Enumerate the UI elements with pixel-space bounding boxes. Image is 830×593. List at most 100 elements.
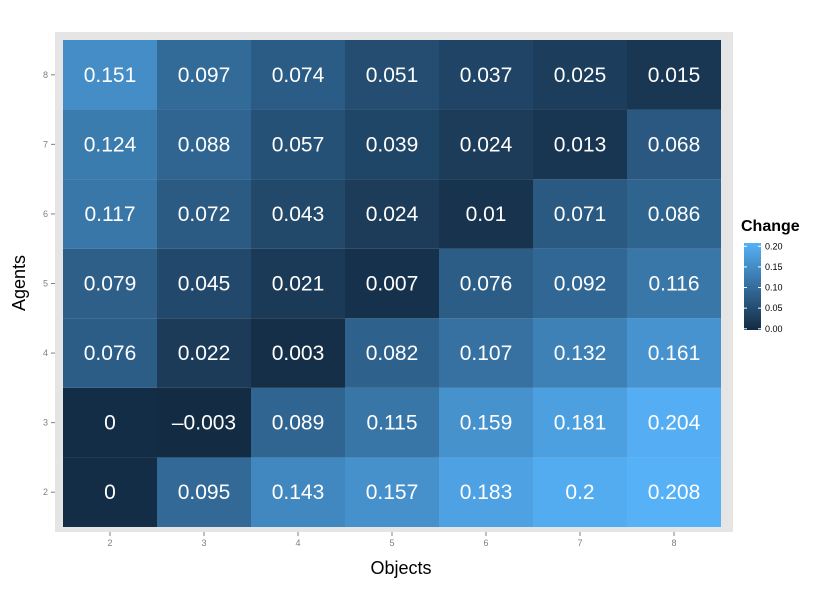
cell-value-label: 0.117 bbox=[85, 203, 136, 226]
heatmap-cell bbox=[157, 387, 251, 458]
cell-value-label: 0.107 bbox=[460, 342, 513, 365]
cell-value-label: 0.086 bbox=[648, 203, 701, 226]
cell-value-label: 0.015 bbox=[648, 64, 701, 87]
heatmap-cell bbox=[63, 40, 157, 110]
heatmap-cell bbox=[63, 109, 157, 180]
cell-value-label: 0.097 bbox=[178, 64, 231, 87]
heatmap-cell bbox=[157, 248, 251, 319]
x-tick-label: 6 bbox=[483, 538, 488, 548]
cell-value-label: 0.132 bbox=[554, 342, 607, 365]
heatmap-cells bbox=[63, 40, 721, 527]
heatmap-cell bbox=[439, 457, 533, 527]
heatmap-cell bbox=[533, 179, 627, 249]
heatmap-cell bbox=[627, 179, 721, 249]
heatmap-cell-labels: 0 0.095 0.143 0.157 0.183 0.2 0.208 0 –0.003 0.08… bbox=[84, 64, 701, 504]
cell-value-label: 0.072 bbox=[178, 203, 231, 226]
cell-value-label: 0.022 bbox=[178, 342, 231, 365]
legend: Change 0.20 0.15 0.10 0.05 0.00 bbox=[741, 218, 800, 334]
cell-value-label: 0.143 bbox=[272, 481, 325, 504]
heatmap-cell bbox=[251, 109, 345, 180]
cell-value-label: 0.039 bbox=[366, 133, 419, 156]
cell-value-label: 0.01 bbox=[466, 203, 507, 226]
x-tick-label: 3 bbox=[201, 538, 206, 548]
cell-value-label: 0.181 bbox=[554, 412, 607, 435]
heatmap-cell bbox=[533, 40, 627, 110]
cell-value-label: 0.095 bbox=[178, 481, 231, 504]
cell-value-label: 0.003 bbox=[272, 342, 325, 365]
x-tick-label: 5 bbox=[389, 538, 394, 548]
x-axis-ticks: 2 3 4 5 6 7 8 bbox=[107, 532, 677, 548]
heatmap-cell bbox=[439, 109, 533, 180]
heatmap-cell bbox=[251, 318, 345, 388]
cell-value-label: 0.071 bbox=[554, 203, 607, 226]
cell-value-label: 0.161 bbox=[648, 342, 701, 365]
legend-tick-label: 0.05 bbox=[765, 303, 783, 313]
heatmap-cell bbox=[439, 179, 533, 249]
heatmap-cell bbox=[345, 248, 439, 319]
heatmap-cell bbox=[63, 457, 157, 527]
legend-tick-label: 0.20 bbox=[765, 241, 783, 251]
cell-value-label: 0.074 bbox=[272, 64, 325, 87]
y-tick-label: 3 bbox=[43, 418, 48, 428]
heatmap-cell bbox=[251, 457, 345, 527]
heatmap-cell bbox=[157, 109, 251, 180]
heatmap-cell bbox=[157, 179, 251, 249]
cell-value-label: 0.159 bbox=[460, 412, 513, 435]
heatmap-cell bbox=[345, 40, 439, 110]
heatmap-cell bbox=[345, 109, 439, 180]
cell-value-label: 0.013 bbox=[554, 133, 607, 156]
cell-value-label: 0.057 bbox=[272, 133, 325, 156]
y-axis-title: Agents bbox=[9, 255, 29, 311]
cell-value-label: 0.115 bbox=[367, 412, 418, 435]
cell-value-label: 0.116 bbox=[649, 272, 700, 295]
heatmap-cell bbox=[63, 248, 157, 319]
y-tick-label: 7 bbox=[43, 139, 48, 149]
y-tick-label: 8 bbox=[43, 70, 48, 80]
cell-value-label: 0 bbox=[104, 481, 116, 504]
heatmap-cell bbox=[251, 248, 345, 319]
x-tick-label: 4 bbox=[295, 538, 300, 548]
legend-tick-label: 0.00 bbox=[765, 324, 783, 334]
heatmap-cell bbox=[345, 179, 439, 249]
heatmap-cell bbox=[439, 248, 533, 319]
y-axis-ticks: 2 3 4 5 6 7 8 bbox=[43, 70, 55, 497]
y-tick-label: 6 bbox=[43, 209, 48, 219]
legend-title: Change bbox=[741, 218, 800, 235]
heatmap-cell bbox=[251, 179, 345, 249]
cell-value-label: 0.124 bbox=[84, 133, 137, 156]
heatmap-cell bbox=[157, 318, 251, 388]
cell-value-label: 0.007 bbox=[366, 272, 419, 295]
x-axis-title: Objects bbox=[370, 558, 431, 578]
cell-value-label: –0.003 bbox=[172, 412, 236, 435]
heatmap-cell bbox=[345, 387, 439, 458]
cell-value-label: 0.089 bbox=[272, 412, 325, 435]
cell-value-label: 0 bbox=[104, 412, 116, 435]
y-tick-label: 2 bbox=[43, 487, 48, 497]
legend-ticks: 0.20 0.15 0.10 0.05 0.00 bbox=[744, 241, 783, 334]
heatmap-cell bbox=[251, 40, 345, 110]
cell-value-label: 0.068 bbox=[648, 133, 701, 156]
heatmap-cell bbox=[627, 40, 721, 110]
heatmap-cell bbox=[157, 40, 251, 110]
heatmap-cell bbox=[627, 457, 721, 527]
cell-value-label: 0.208 bbox=[648, 481, 701, 504]
y-tick-label: 5 bbox=[43, 278, 48, 288]
heatmap-cell bbox=[533, 387, 627, 458]
cell-value-label: 0.043 bbox=[272, 203, 325, 226]
cell-value-label: 0.092 bbox=[554, 272, 607, 295]
legend-tick-label: 0.15 bbox=[765, 262, 783, 272]
cell-value-label: 0.079 bbox=[84, 272, 137, 295]
heatmap-cell bbox=[533, 318, 627, 388]
heatmap-cell bbox=[439, 40, 533, 110]
cell-value-label: 0.025 bbox=[554, 64, 607, 87]
cell-value-label: 0.076 bbox=[84, 342, 137, 365]
heatmap-cell bbox=[627, 248, 721, 319]
heatmap-cell bbox=[533, 457, 627, 527]
heatmap-cell bbox=[627, 387, 721, 458]
heatmap-cell bbox=[627, 109, 721, 180]
cell-value-label: 0.157 bbox=[366, 481, 419, 504]
cell-value-label: 0.183 bbox=[460, 481, 513, 504]
cell-value-label: 0.151 bbox=[84, 64, 137, 87]
heatmap-cell bbox=[63, 179, 157, 249]
